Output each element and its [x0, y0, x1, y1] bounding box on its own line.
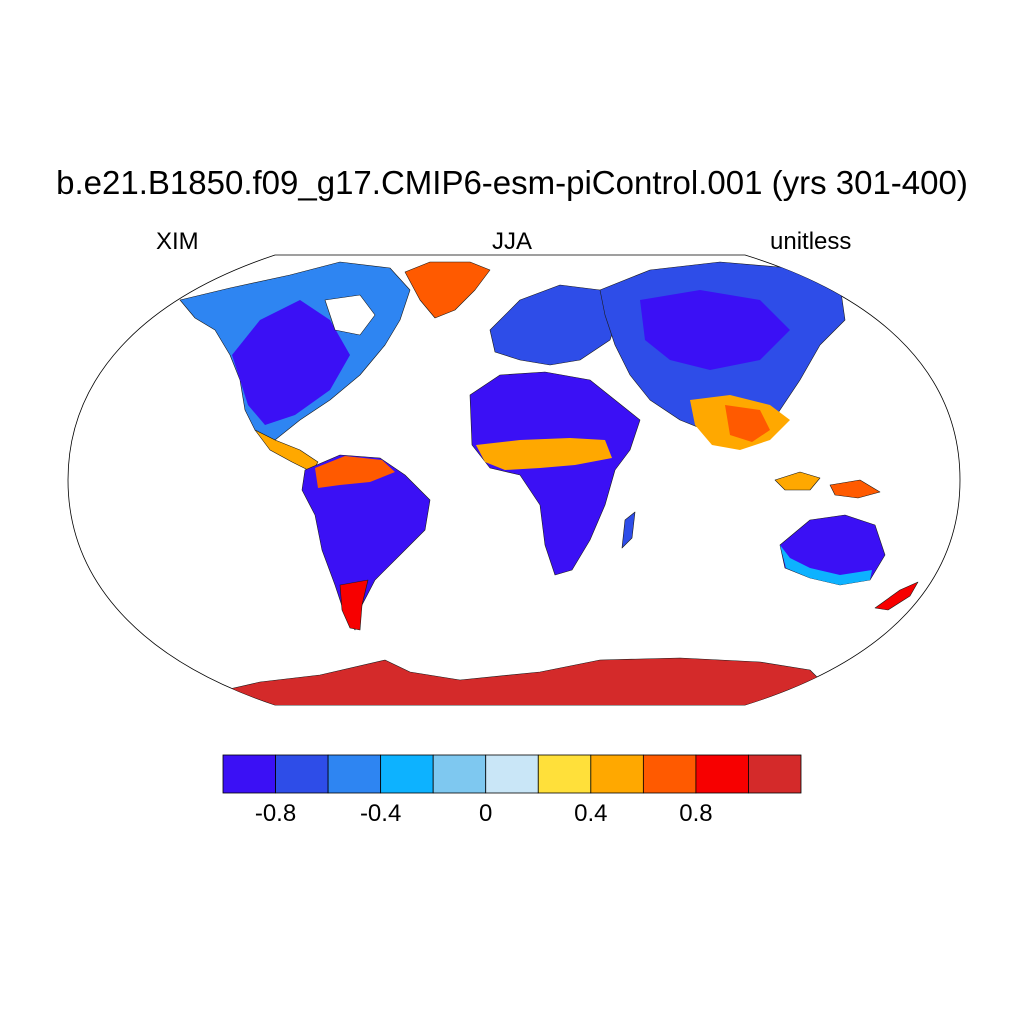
colorbar-cell	[590, 754, 644, 794]
units-label: unitless	[770, 228, 852, 255]
colorbar-tick-label: -0.4	[359, 800, 402, 827]
colorbar-cell	[222, 754, 276, 794]
colorbar-cell	[537, 754, 592, 794]
variable-label: XIM	[156, 228, 199, 255]
greenland-landmass	[404, 261, 491, 319]
colorbar-cell	[642, 754, 697, 794]
south-america-landmass	[301, 454, 431, 631]
amazon-north-band	[315, 456, 395, 488]
australia-coast-band	[780, 545, 872, 585]
madagascar-landmass	[621, 511, 636, 549]
colorbar-cell	[380, 754, 434, 794]
europe-landmass	[489, 284, 621, 366]
colorbar-tick-label: 0	[479, 800, 493, 827]
colorbar-cell	[485, 754, 539, 794]
north-america-interior	[232, 300, 350, 425]
maritime-continent-islands	[774, 471, 821, 491]
hudson-bay	[324, 294, 376, 336]
colorbar-tick-label: 0.8	[679, 800, 713, 827]
colorbar-cell	[748, 754, 802, 794]
new-guinea-landmass	[829, 479, 881, 499]
new-zealand-landmass	[874, 581, 919, 611]
season-label: JJA	[491, 228, 532, 255]
colorbar	[222, 754, 802, 794]
colorbar-cell	[327, 754, 382, 794]
southeast-asia-core	[725, 405, 770, 442]
siberia-interior	[640, 290, 790, 370]
patagonia-landmass	[339, 579, 369, 631]
colorbar-tick-label: -0.8	[254, 800, 297, 827]
colorbar-cell	[432, 754, 487, 794]
colorbar-cell	[695, 754, 749, 794]
map-title: b.e21.B1850.f09_g17.CMIP6-esm-piControl.…	[56, 164, 968, 201]
colorbar-tick-label: 0.4	[574, 800, 608, 827]
colorbar-cell	[275, 754, 329, 794]
africa-landmass	[469, 371, 641, 576]
sahel-band	[476, 438, 612, 470]
